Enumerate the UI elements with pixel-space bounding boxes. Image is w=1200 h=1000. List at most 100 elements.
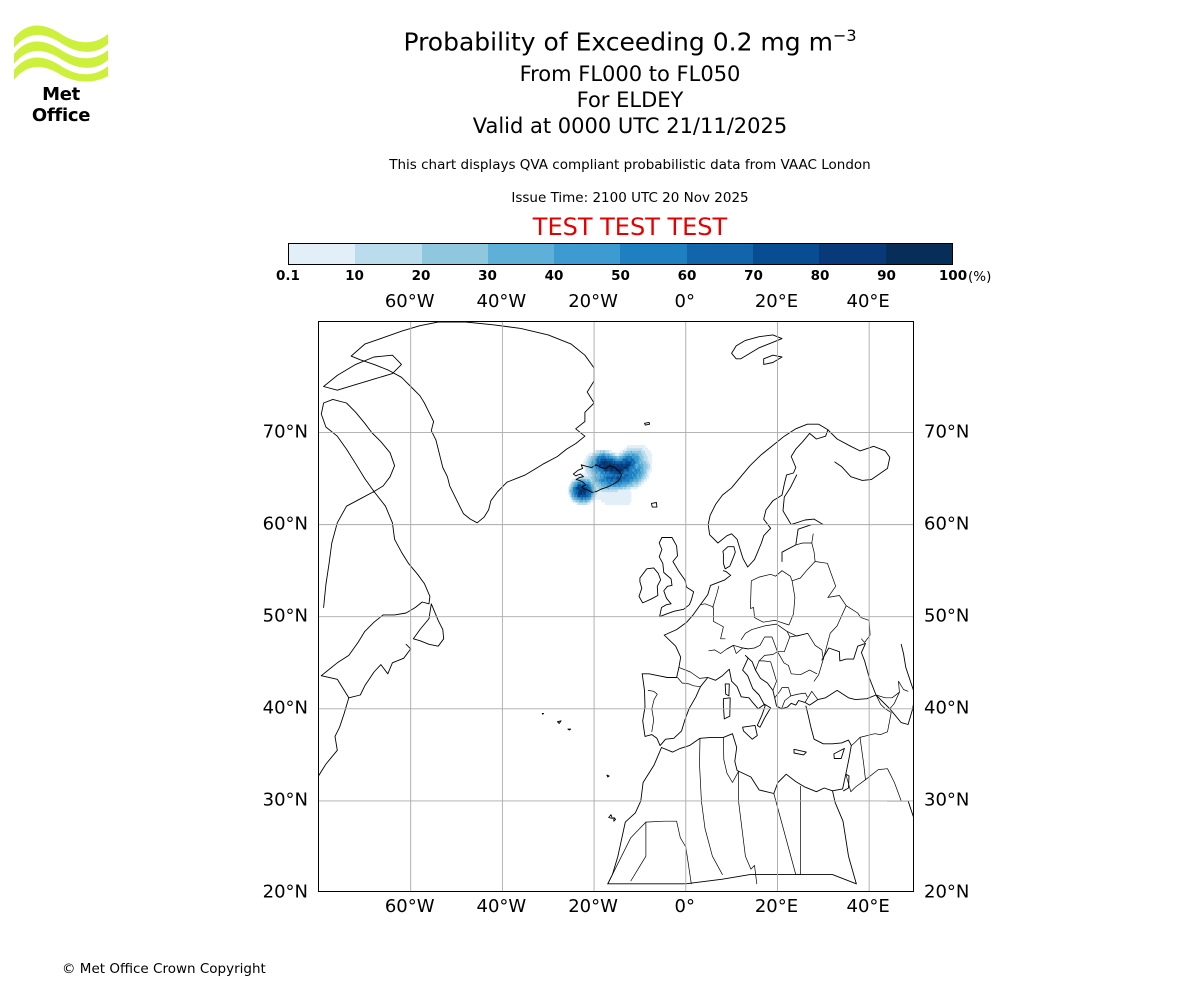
plume-cell (642, 468, 645, 472)
plume-cell (626, 488, 629, 493)
plume-cell (620, 478, 623, 482)
plume-cell (623, 494, 625, 498)
plume-cell (580, 475, 583, 480)
plume-cell (587, 481, 589, 485)
plume-cell (610, 499, 613, 503)
lon-tick-top-40°W: 40°W (476, 291, 527, 312)
plume-cell (594, 475, 597, 480)
plume-cell (578, 483, 580, 487)
plume-cell (648, 457, 651, 462)
plume-cell (633, 457, 636, 462)
plume-cell (644, 455, 647, 459)
plume-cell (615, 470, 618, 475)
plume-cell (576, 501, 579, 505)
coastline-path (644, 421, 651, 426)
plume-cell (589, 488, 592, 493)
plume-cell (570, 486, 573, 490)
plume-cell (569, 491, 572, 495)
plume-cell (607, 488, 610, 493)
plume-cell (648, 460, 651, 464)
plume-cell (646, 452, 649, 456)
plume-cell (621, 481, 624, 485)
plume-cell (626, 457, 629, 462)
plume-cell (594, 470, 597, 475)
plume-cell (611, 470, 614, 475)
plume-cell (610, 496, 613, 500)
plume-cell (641, 470, 643, 475)
plume-cell (612, 478, 615, 482)
plume-cell (572, 478, 575, 482)
plume-cell (601, 475, 604, 480)
plume-cell (597, 481, 600, 485)
plume-cell (637, 457, 640, 462)
plume-cell (619, 501, 622, 505)
plume-cell (601, 481, 604, 485)
plume-cell (615, 486, 618, 490)
plume-cell (592, 473, 595, 477)
colorbar-band-6 (686, 244, 754, 264)
plume-cell (599, 496, 602, 500)
plume-cell (580, 494, 583, 498)
plume-cell (626, 452, 629, 456)
plume-cell (606, 460, 609, 464)
plume-cell (634, 470, 637, 475)
plume-cell (583, 494, 586, 498)
plume-cell (634, 481, 637, 485)
plume-cell (641, 468, 643, 472)
plume-cell (643, 473, 646, 477)
plume-cell (626, 501, 629, 505)
plume-cell (624, 483, 627, 487)
plume-cell (632, 478, 634, 482)
plume-cell (620, 483, 623, 487)
plume-cell (625, 496, 628, 500)
plume-cell (575, 491, 578, 495)
plume-cell (581, 475, 584, 480)
plume-cell (580, 483, 583, 487)
coastline-path (567, 728, 572, 731)
plume-cell (644, 470, 647, 475)
plume-cell (610, 457, 613, 462)
plume-cell (642, 481, 645, 485)
plume-cell (584, 486, 587, 490)
plume-cell (644, 465, 647, 469)
plume-cell (615, 455, 618, 459)
plume-cell (628, 450, 631, 454)
plume-cell (624, 499, 627, 503)
plume-cell (612, 470, 615, 475)
plume-cell (596, 491, 598, 495)
plume-cell (647, 475, 650, 480)
plume-cell (628, 499, 631, 503)
plume-cell (598, 468, 601, 472)
plume-cell (602, 455, 605, 459)
plume-cell (632, 457, 634, 462)
plume-cell (585, 496, 588, 500)
plume-cell (617, 460, 620, 464)
plume-cell (624, 463, 627, 467)
plume-cell (610, 501, 613, 505)
plume-cell (567, 486, 570, 490)
plume-cell (602, 494, 605, 498)
plume-cell (605, 475, 607, 480)
plume-cell (634, 468, 637, 472)
plume-cell (624, 481, 627, 485)
plume-cell (630, 460, 633, 464)
plume-cell (606, 494, 609, 498)
plume-cell (580, 488, 583, 493)
colorbar-band-5 (620, 244, 687, 264)
plume-cell (634, 450, 637, 454)
plume-cell (596, 486, 598, 490)
plume-cell (571, 478, 574, 482)
plume-cell (592, 452, 595, 456)
plume-cell (581, 499, 584, 503)
plume-cell (650, 452, 652, 456)
plume-cell (607, 499, 610, 503)
plume-cell (616, 481, 619, 485)
plume-cell (585, 481, 588, 485)
plume-cell (633, 483, 636, 487)
plume-cell (584, 491, 587, 495)
plume-cell (616, 457, 619, 462)
plume-cell (606, 481, 609, 485)
plume-cell (597, 452, 600, 456)
plume-cell (605, 473, 607, 477)
coastline-path (887, 800, 913, 818)
